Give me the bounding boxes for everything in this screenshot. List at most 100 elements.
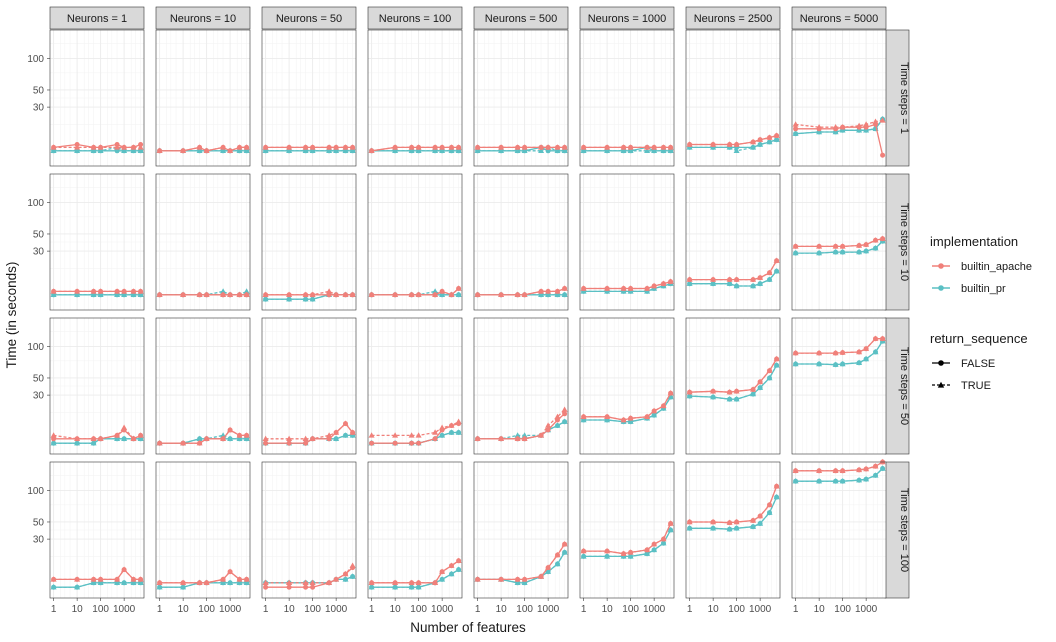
data-point-apache-false xyxy=(227,292,233,298)
column-strip-box xyxy=(685,6,781,30)
data-point-apache-false xyxy=(475,292,481,298)
data-point-pr-false xyxy=(456,430,462,435)
data-point-apache-false xyxy=(833,243,839,249)
data-point-apache-false xyxy=(774,483,780,489)
data-point-apache-false xyxy=(303,440,309,446)
data-point-apache-false xyxy=(833,350,839,356)
data-point-apache-false xyxy=(856,467,862,473)
data-point-apache-false xyxy=(197,292,203,298)
x-axis-title: Number of features xyxy=(410,620,526,635)
panel-border xyxy=(49,29,145,167)
facet-panel xyxy=(367,29,463,167)
data-point-apache-false xyxy=(456,421,462,427)
column-strip-box xyxy=(367,6,463,30)
data-point-apache-false xyxy=(439,288,445,294)
data-point-pr-false xyxy=(833,362,839,368)
data-point-pr-false xyxy=(863,248,869,254)
panel-border xyxy=(49,461,145,599)
data-point-apache-false xyxy=(604,286,610,291)
data-point-apache-true xyxy=(561,406,568,412)
facet-panel xyxy=(579,29,675,167)
data-point-apache-false xyxy=(369,292,375,298)
data-point-apache-false xyxy=(840,350,846,356)
data-point-pr-false xyxy=(856,360,862,366)
data-point-apache-false xyxy=(227,427,233,433)
data-point-apache-false xyxy=(244,576,250,582)
data-point-apache-false xyxy=(439,569,445,575)
data-point-apache-false xyxy=(439,427,445,433)
data-point-pr-false xyxy=(555,423,560,429)
data-point-apache-false xyxy=(750,518,756,523)
data-point-pr-false xyxy=(840,361,846,367)
data-point-pr-false xyxy=(562,549,568,555)
data-point-apache-false xyxy=(880,336,886,342)
facet-panel xyxy=(367,317,463,455)
data-point-pr-false xyxy=(668,527,674,533)
data-point-apache-false xyxy=(263,144,269,150)
data-point-apache-false xyxy=(98,288,104,294)
column-strip: Neurons = 2500 xyxy=(685,6,781,30)
data-point-pr-false xyxy=(343,576,348,582)
data-point-pr-false xyxy=(863,356,869,362)
data-point-apache-false xyxy=(734,142,740,147)
data-point-pr-false xyxy=(555,561,560,567)
data-point-apache-false xyxy=(350,292,356,298)
data-point-apache-false xyxy=(840,468,846,474)
data-point-pr-true xyxy=(644,147,651,153)
data-point-pr-false xyxy=(774,362,780,368)
column-strip: Neurons = 500 xyxy=(473,6,569,30)
data-point-apache-false xyxy=(767,135,772,141)
data-point-pr-false xyxy=(734,396,740,402)
facet-panel xyxy=(261,317,357,455)
data-point-pr-false xyxy=(767,510,772,516)
data-point-apache-false xyxy=(237,292,242,298)
data-point-apache-false xyxy=(498,292,504,298)
data-point-apache-false xyxy=(498,144,504,150)
data-point-apache-false xyxy=(392,440,398,446)
data-point-apache-false xyxy=(793,243,799,249)
data-point-apache-false xyxy=(286,584,292,590)
data-point-apache-false xyxy=(734,388,740,394)
data-point-apache-false xyxy=(880,152,886,158)
data-point-apache-true xyxy=(554,413,561,419)
data-point-apache-false xyxy=(727,142,733,147)
data-point-apache-false xyxy=(863,346,869,352)
data-point-apache-false xyxy=(180,292,186,298)
facet-panel xyxy=(473,461,569,599)
data-point-apache-false xyxy=(581,414,587,420)
x-tick-label: 1 xyxy=(793,604,799,615)
data-point-pr-false xyxy=(310,296,316,302)
data-point-pr-false xyxy=(121,580,127,586)
data-point-apache-false xyxy=(392,292,398,298)
data-point-apache-false xyxy=(157,440,163,446)
data-point-apache-false xyxy=(562,286,568,291)
data-point-pr-false xyxy=(774,137,780,143)
facet-panel xyxy=(791,317,887,455)
data-point-apache-false xyxy=(545,288,551,294)
data-point-pr-false xyxy=(880,466,886,471)
panel-border xyxy=(473,317,569,455)
data-point-pr-false xyxy=(333,436,339,442)
data-point-apache-false xyxy=(286,440,292,446)
data-point-apache-false xyxy=(710,277,716,283)
x-tick-label: 10 xyxy=(284,604,296,615)
legend-label-builtin-apache: builtin_apache xyxy=(961,261,1032,273)
data-point-apache-true xyxy=(262,435,269,441)
data-point-pr-false xyxy=(757,385,763,391)
data-point-pr-false xyxy=(628,553,634,559)
panel-border xyxy=(367,317,463,455)
data-point-apache-false xyxy=(91,288,97,294)
data-point-pr-false xyxy=(416,584,422,590)
data-point-apache-false xyxy=(131,288,136,294)
column-strip-label: Neurons = 2500 xyxy=(694,13,773,25)
data-point-apache-false xyxy=(628,549,634,555)
data-point-pr-false xyxy=(767,277,772,283)
data-point-pr-true xyxy=(514,432,521,438)
data-point-apache-false xyxy=(538,432,544,438)
data-point-apache-false xyxy=(581,286,587,291)
row-strip: Time steps = 100 xyxy=(884,461,910,599)
data-point-apache-false xyxy=(863,466,869,472)
data-point-apache-false xyxy=(114,432,120,438)
data-point-apache-false xyxy=(793,468,799,474)
data-point-pr-false xyxy=(727,526,733,532)
